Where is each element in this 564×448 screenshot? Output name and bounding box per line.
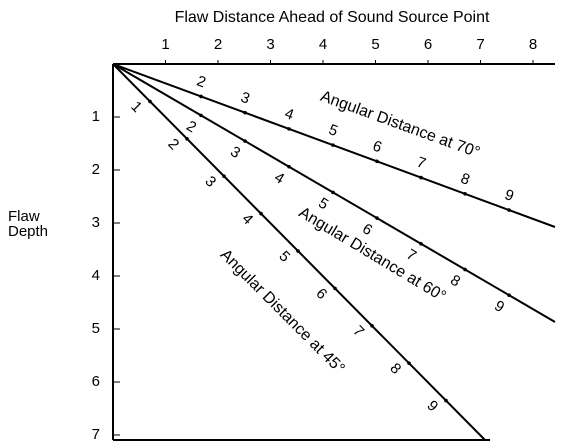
angle-line-label: Angular Distance at 45° — [217, 246, 348, 377]
angle-tick-label: 8 — [447, 272, 463, 291]
angle-tick-label: 2 — [164, 135, 182, 153]
angle-tick-label: 3 — [227, 143, 243, 162]
left-tick-label: 2 — [92, 161, 100, 178]
angle-tick-label: 2 — [194, 73, 208, 92]
left-tick-label: 1 — [92, 108, 100, 125]
angle-tick — [296, 249, 300, 253]
top-tick-label: 6 — [424, 36, 432, 53]
angle-tick-label: 5 — [275, 248, 293, 266]
angle-tick-label: 1 — [127, 98, 145, 116]
angle-tick — [444, 398, 448, 403]
top-tick-label: 1 — [161, 36, 169, 53]
top-tick-label: 2 — [214, 36, 222, 53]
angle-line-label: Angular Distance at 70° — [318, 88, 482, 162]
angle-tick-label: 6 — [370, 137, 384, 156]
angle-tick — [375, 159, 379, 164]
angle-tick-label: 4 — [282, 105, 296, 124]
angle-tick — [259, 211, 263, 216]
angle-tick — [185, 136, 189, 141]
left-tick-label: 7 — [92, 426, 100, 443]
angle-tick — [507, 293, 511, 297]
angle-tick-label: 9 — [423, 397, 441, 415]
angle-tick — [333, 286, 337, 291]
angle-tick-label: 9 — [502, 186, 516, 205]
angle-tick-label: 4 — [271, 169, 287, 188]
angle-tick — [287, 127, 291, 131]
angle-tick — [419, 241, 423, 246]
top-tick-label: 8 — [529, 36, 537, 53]
angle-tick-label: 3 — [201, 173, 219, 191]
left-tick-label: 5 — [92, 320, 100, 337]
angle-tick — [199, 113, 203, 118]
angle-tick-label: 7 — [349, 322, 367, 340]
angle-tick-label: 8 — [458, 170, 472, 189]
angle-tick — [331, 143, 335, 147]
angle-tick-label: 6 — [312, 285, 330, 303]
angle-tick — [507, 208, 511, 212]
left-tick-label: 6 — [92, 373, 100, 390]
angle-tick — [419, 175, 423, 180]
top-tick-label: 7 — [476, 36, 484, 53]
top-tick-label: 3 — [266, 36, 274, 53]
angle-tick — [199, 94, 203, 99]
angle-tick — [463, 192, 467, 196]
angle-tick — [370, 323, 374, 328]
depth-label: Flaw Depth — [8, 208, 49, 240]
angle-tick — [148, 99, 152, 104]
angle-tick-label: 7 — [414, 154, 428, 173]
angle-tick-label: 9 — [491, 297, 507, 316]
angle-tick-label: 6 — [359, 220, 375, 239]
angle-tick — [331, 190, 335, 195]
angle-tick — [375, 216, 379, 220]
left-tick-label: 4 — [92, 267, 100, 284]
angle-tick-label: 8 — [386, 360, 404, 378]
top-tick-label: 5 — [371, 36, 379, 53]
angle-tick-label: 5 — [315, 195, 331, 214]
title: Flaw Distance Ahead of Sound Source Poin… — [175, 9, 490, 26]
angle-tick — [222, 174, 226, 178]
angle-tick — [243, 110, 247, 115]
angle-tick-label: 3 — [238, 89, 252, 108]
angle-tick-label: 2 — [183, 117, 199, 136]
angle-tick — [407, 361, 411, 365]
angle-tick-label: 4 — [238, 210, 256, 228]
angle-tick — [287, 164, 291, 169]
angle-tick-label: 7 — [403, 246, 419, 265]
angle-tick — [463, 267, 467, 272]
left-tick-label: 3 — [92, 214, 100, 231]
angle-tick-label: 5 — [326, 121, 340, 140]
top-tick-label: 4 — [319, 36, 327, 53]
angle-tick — [243, 139, 247, 143]
